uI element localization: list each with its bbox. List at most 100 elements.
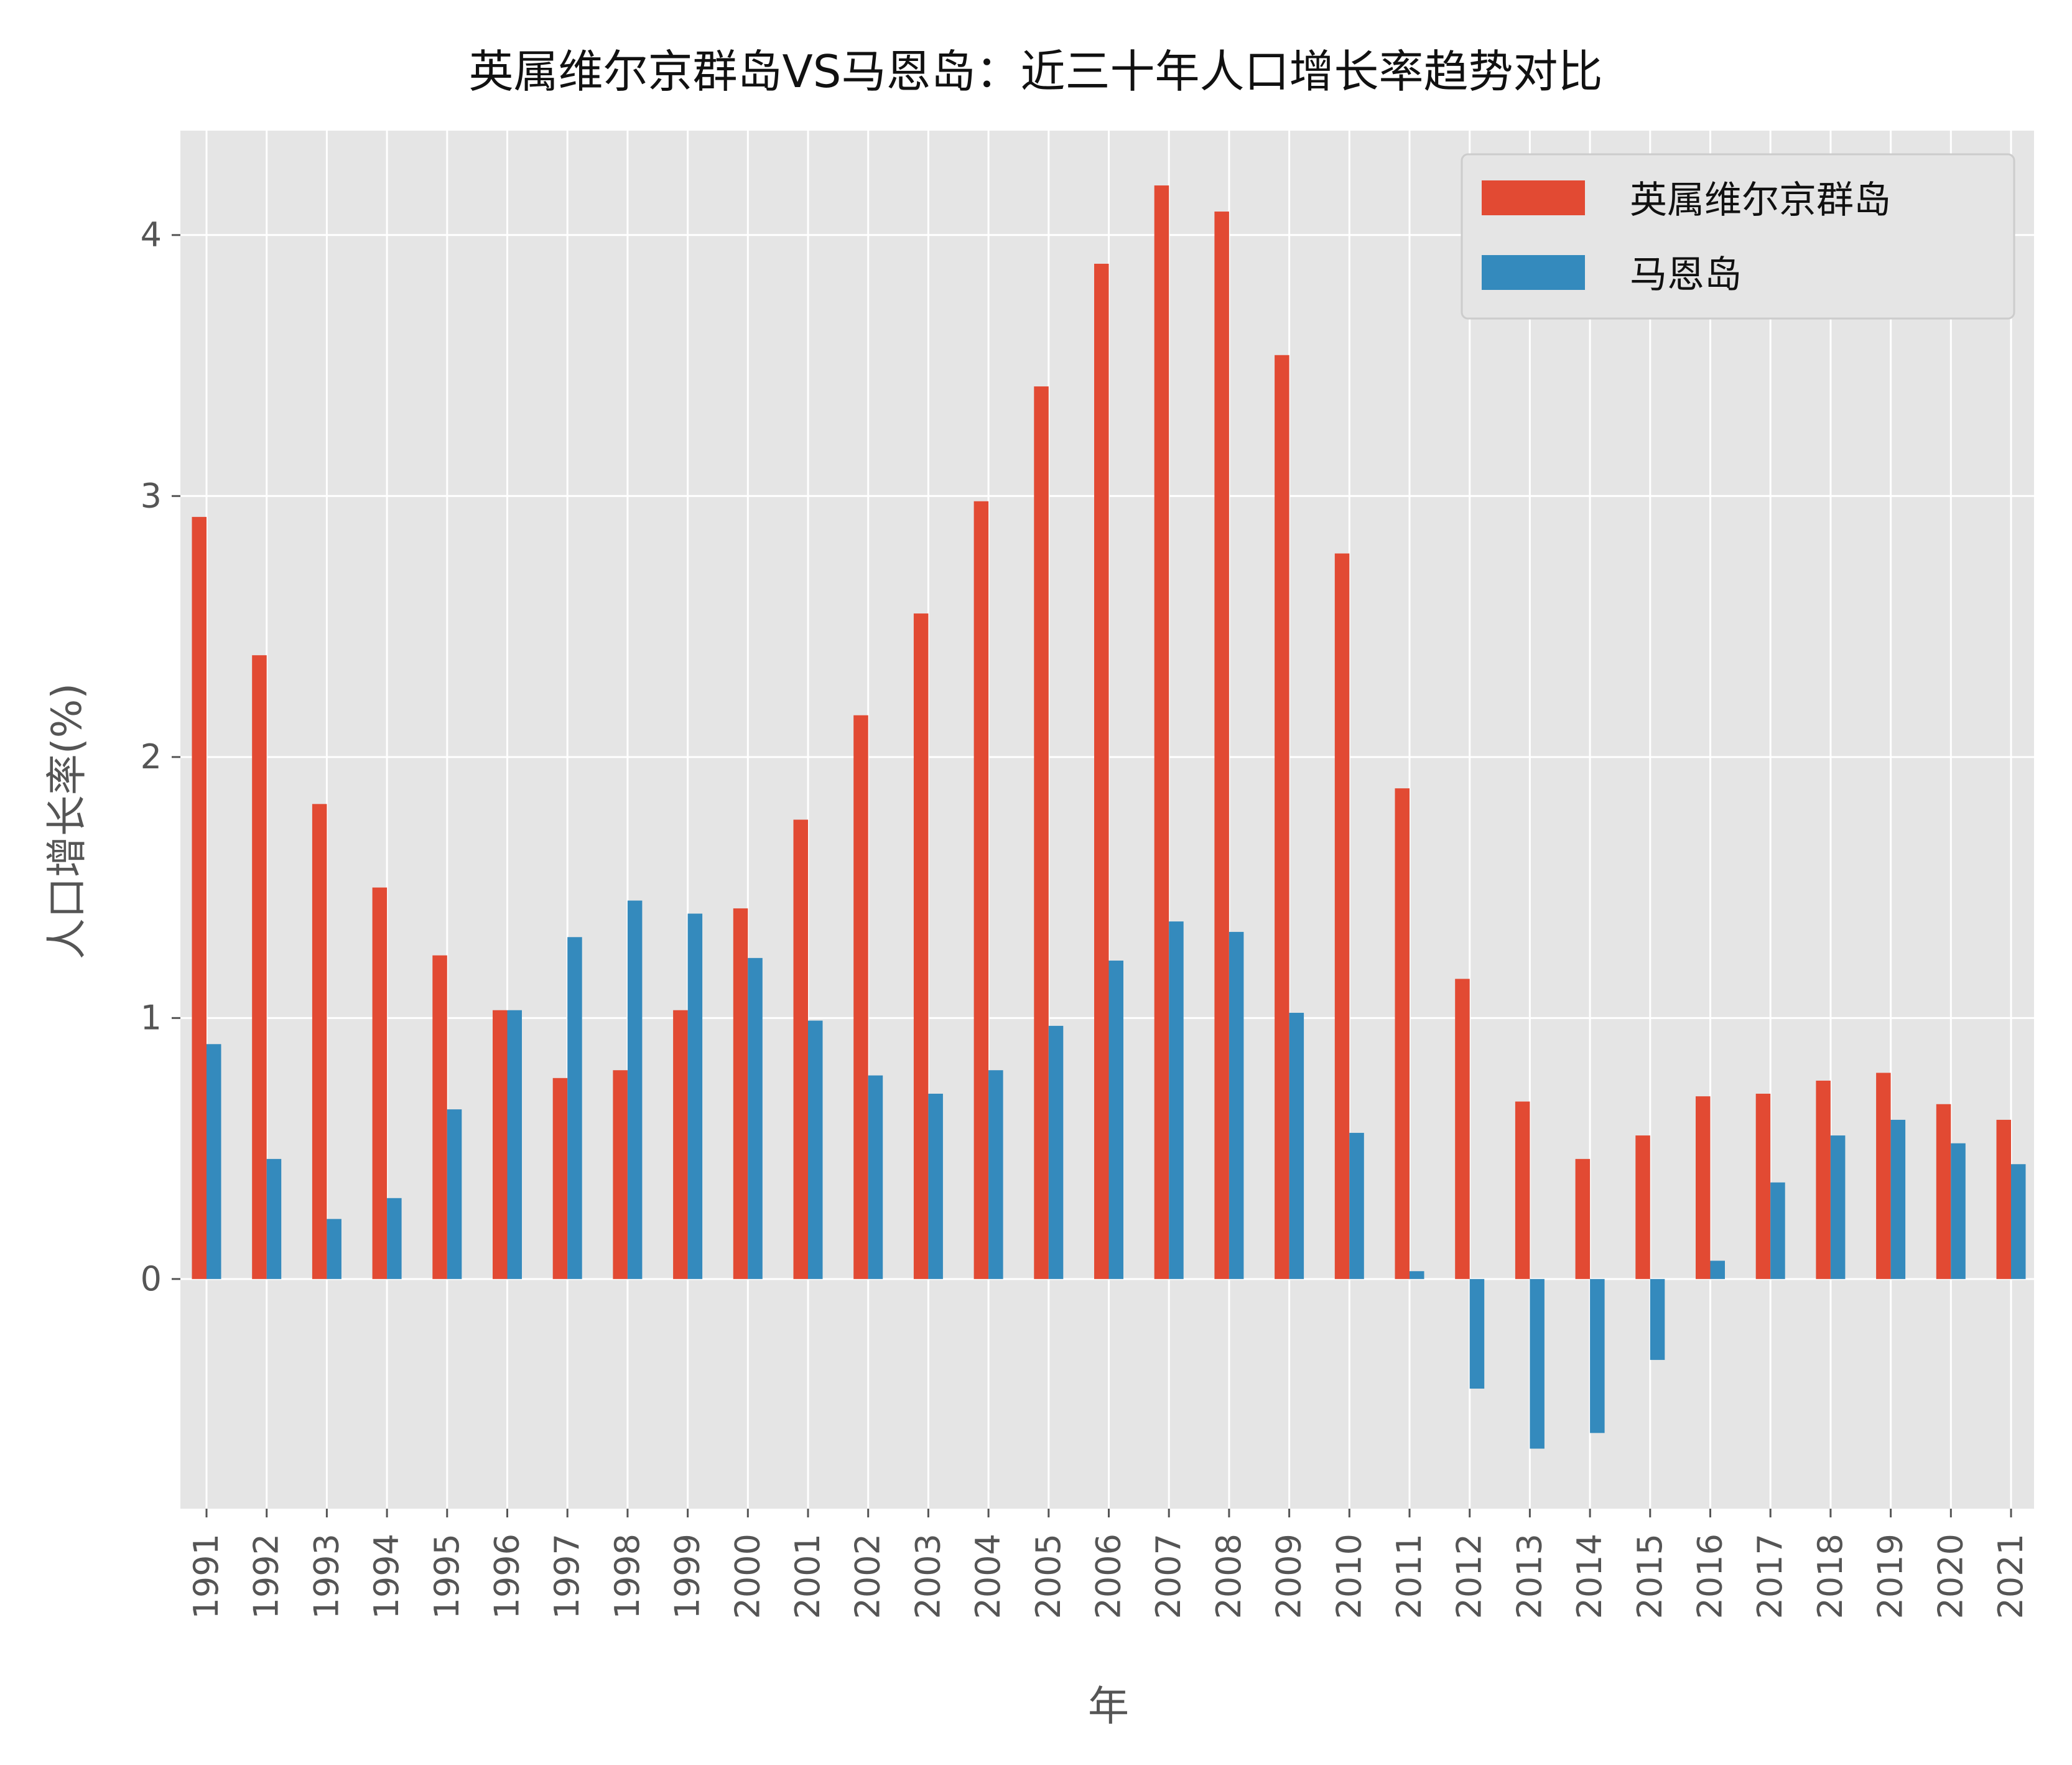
bar-isle-of-man <box>687 913 703 1279</box>
bar-british-virgin-islands <box>1876 1073 1891 1279</box>
y-tick-label: 3 <box>141 476 162 515</box>
bar-british-virgin-islands <box>913 613 929 1279</box>
x-tick-label: 2000 <box>728 1534 767 1619</box>
y-tick-label: 1 <box>141 998 162 1037</box>
x-axis-label: 年 <box>1088 1682 1129 1730</box>
bar-isle-of-man <box>1349 1132 1364 1279</box>
bar-british-virgin-islands <box>252 655 267 1279</box>
bar-british-virgin-islands <box>493 1010 508 1279</box>
x-tick-label: 1994 <box>367 1534 406 1619</box>
bar-british-virgin-islands <box>1936 1104 1951 1279</box>
x-tick-label: 2014 <box>1570 1534 1609 1619</box>
x-tick-label: 2009 <box>1270 1534 1309 1619</box>
y-tick-label: 2 <box>141 737 162 776</box>
bar-british-virgin-islands <box>1094 263 1109 1279</box>
bar-british-virgin-islands <box>1154 185 1169 1279</box>
bar-isle-of-man <box>1169 921 1184 1279</box>
bar-isle-of-man <box>627 900 643 1279</box>
x-tick-label: 2007 <box>1149 1534 1188 1619</box>
bar-british-virgin-islands <box>733 908 748 1279</box>
bar-isle-of-man <box>1650 1278 1665 1360</box>
bar-british-virgin-islands <box>853 715 868 1279</box>
bar-isle-of-man <box>507 1010 522 1279</box>
bar-british-virgin-islands <box>192 516 207 1279</box>
x-tick-label: 1998 <box>608 1534 647 1619</box>
x-tick-label: 2013 <box>1510 1534 1549 1619</box>
bar-british-virgin-islands <box>793 819 808 1279</box>
legend-label-isle-of-man: 马恩岛 <box>1630 253 1742 297</box>
legend-label-british-virgin-islands: 英属维尔京群岛 <box>1630 179 1891 222</box>
bar-isle-of-man <box>808 1020 823 1279</box>
bar-isle-of-man <box>567 937 582 1279</box>
bar-british-virgin-islands <box>1515 1101 1530 1279</box>
bar-british-virgin-islands <box>1395 788 1410 1279</box>
bar-isle-of-man <box>327 1219 341 1279</box>
bar-isle-of-man <box>1770 1182 1785 1279</box>
x-tick-label: 2005 <box>1029 1534 1068 1619</box>
bar-british-virgin-islands <box>673 1010 688 1279</box>
x-tick-label: 1996 <box>488 1534 527 1619</box>
x-tick-label: 2012 <box>1450 1534 1489 1619</box>
bar-british-virgin-islands <box>552 1078 568 1279</box>
bar-isle-of-man <box>928 1093 943 1279</box>
bar-british-virgin-islands <box>973 501 989 1279</box>
bar-british-virgin-islands <box>1996 1119 2011 1279</box>
x-tick-label: 1991 <box>187 1534 226 1619</box>
bar-british-virgin-islands <box>1816 1081 1831 1279</box>
x-tick-label: 2001 <box>788 1534 827 1619</box>
x-tick-label: 2010 <box>1329 1534 1368 1619</box>
bar-isle-of-man <box>1229 931 1244 1279</box>
x-tick-label: 2008 <box>1209 1534 1248 1619</box>
bar-isle-of-man <box>988 1070 1003 1279</box>
bar-british-virgin-islands <box>1214 212 1229 1279</box>
x-tick-label: 2018 <box>1811 1534 1850 1619</box>
chart-title: 英属维尔京群岛VS马恩岛：近三十年人口增长率趋势对比 <box>469 45 1603 98</box>
legend-frame <box>1461 153 2015 320</box>
bar-british-virgin-islands <box>1635 1135 1650 1279</box>
x-tick-label: 2021 <box>1991 1534 2030 1619</box>
bar-british-virgin-islands <box>1334 553 1350 1279</box>
x-tick-label: 2017 <box>1750 1534 1790 1619</box>
bar-isle-of-man <box>1530 1278 1545 1449</box>
x-tick-label: 2004 <box>969 1534 1008 1619</box>
bar-isle-of-man <box>868 1075 883 1279</box>
bar-isle-of-man <box>387 1198 402 1279</box>
bar-british-virgin-islands <box>1575 1158 1591 1279</box>
x-tick-label: 2002 <box>848 1534 888 1619</box>
x-tick-label: 2003 <box>908 1534 947 1619</box>
bar-isle-of-man <box>2011 1164 2026 1279</box>
bar-isle-of-man <box>207 1044 221 1279</box>
bar-british-virgin-islands <box>1275 355 1289 1279</box>
bar-british-virgin-islands <box>1034 386 1049 1279</box>
bar-isle-of-man <box>1951 1143 1966 1279</box>
bar-british-virgin-islands <box>1696 1096 1711 1279</box>
bar-british-virgin-islands <box>312 804 327 1279</box>
legend: 英属维尔京群岛 马恩岛 <box>1461 153 2015 320</box>
bar-british-virgin-islands <box>1455 979 1470 1279</box>
x-tick-label: 2006 <box>1089 1534 1128 1619</box>
bar-isle-of-man <box>1710 1260 1725 1279</box>
bar-isle-of-man <box>1410 1271 1424 1279</box>
bar-isle-of-man <box>1108 961 1123 1279</box>
y-tick-label: 0 <box>141 1259 162 1298</box>
bar-isle-of-man <box>1048 1025 1064 1279</box>
bar-isle-of-man <box>266 1158 282 1279</box>
x-tick-label: 1997 <box>547 1534 587 1619</box>
x-tick-label: 1993 <box>307 1534 346 1619</box>
x-tick-label: 2015 <box>1630 1534 1670 1619</box>
bar-isle-of-man <box>1590 1278 1605 1433</box>
x-tick-label: 1999 <box>668 1534 707 1619</box>
bar-isle-of-man <box>1289 1012 1304 1279</box>
x-tick-label: 2019 <box>1871 1534 1910 1619</box>
plot-area: 0 1 2 3 4 1991 1992 1993 1994 1995 1996 1997 1998 199… <box>141 131 2034 1619</box>
legend-swatch-british-virgin-islands <box>1482 180 1585 215</box>
bar-british-virgin-islands <box>372 887 388 1279</box>
x-tick-label: 2011 <box>1390 1534 1429 1619</box>
x-tick-label: 2020 <box>1931 1534 1970 1619</box>
bar-isle-of-man <box>748 957 763 1279</box>
bar-british-virgin-islands <box>1755 1093 1771 1279</box>
bar-isle-of-man <box>1469 1278 1485 1389</box>
x-tick-label: 1995 <box>427 1534 467 1619</box>
